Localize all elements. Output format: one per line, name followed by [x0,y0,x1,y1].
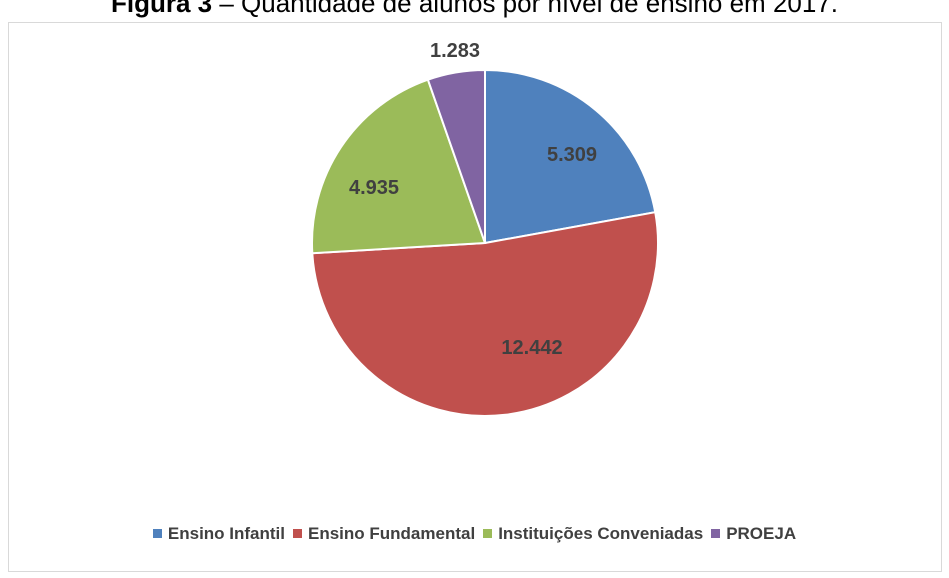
legend-item-ensino-infantil: Ensino Infantil [152,524,285,544]
legend-swatch [293,529,302,538]
figure-caption-number: Figura 3 [110,0,213,18]
pie-slice-ensino-infantil [484,68,657,245]
data-label-ensino-fundamental: 12.442 [501,337,562,359]
pie-slice-ensino-fundamental [311,211,659,417]
data-label-instituicoes-conveniadas: 4.935 [349,177,399,199]
legend-item-proeja: PROEJA [711,524,796,544]
pie-slice-proeja [426,68,486,244]
legend-label: Instituições Conveniadas [498,524,704,543]
legend-item-ensino-fundamental: Ensino Fundamental [293,524,475,544]
figure-caption-text: – Quantidade de alunos por nível de ensi… [212,0,839,18]
legend-label: Ensino Infantil [167,524,285,543]
legend-label: Ensino Fundamental [308,524,476,543]
legend-swatch [711,529,721,538]
pie-slice-instituicoes-conveniadas [310,78,487,255]
data-label-proeja: 1.283 [430,40,480,62]
legend-swatch [152,529,162,538]
legend-item-instituicoes-conveniadas: Instituições Conveniadas [483,524,703,544]
chart-legend: Ensino Infantil Ensino Fundamental Institu… [0,524,949,544]
legend-label: PROEJA [726,524,797,543]
data-label-ensino-infantil: 5.309 [547,144,597,166]
figure-caption: Figura 3 – Quantidade de alunos por níve… [0,0,949,24]
legend-swatch [483,529,493,538]
